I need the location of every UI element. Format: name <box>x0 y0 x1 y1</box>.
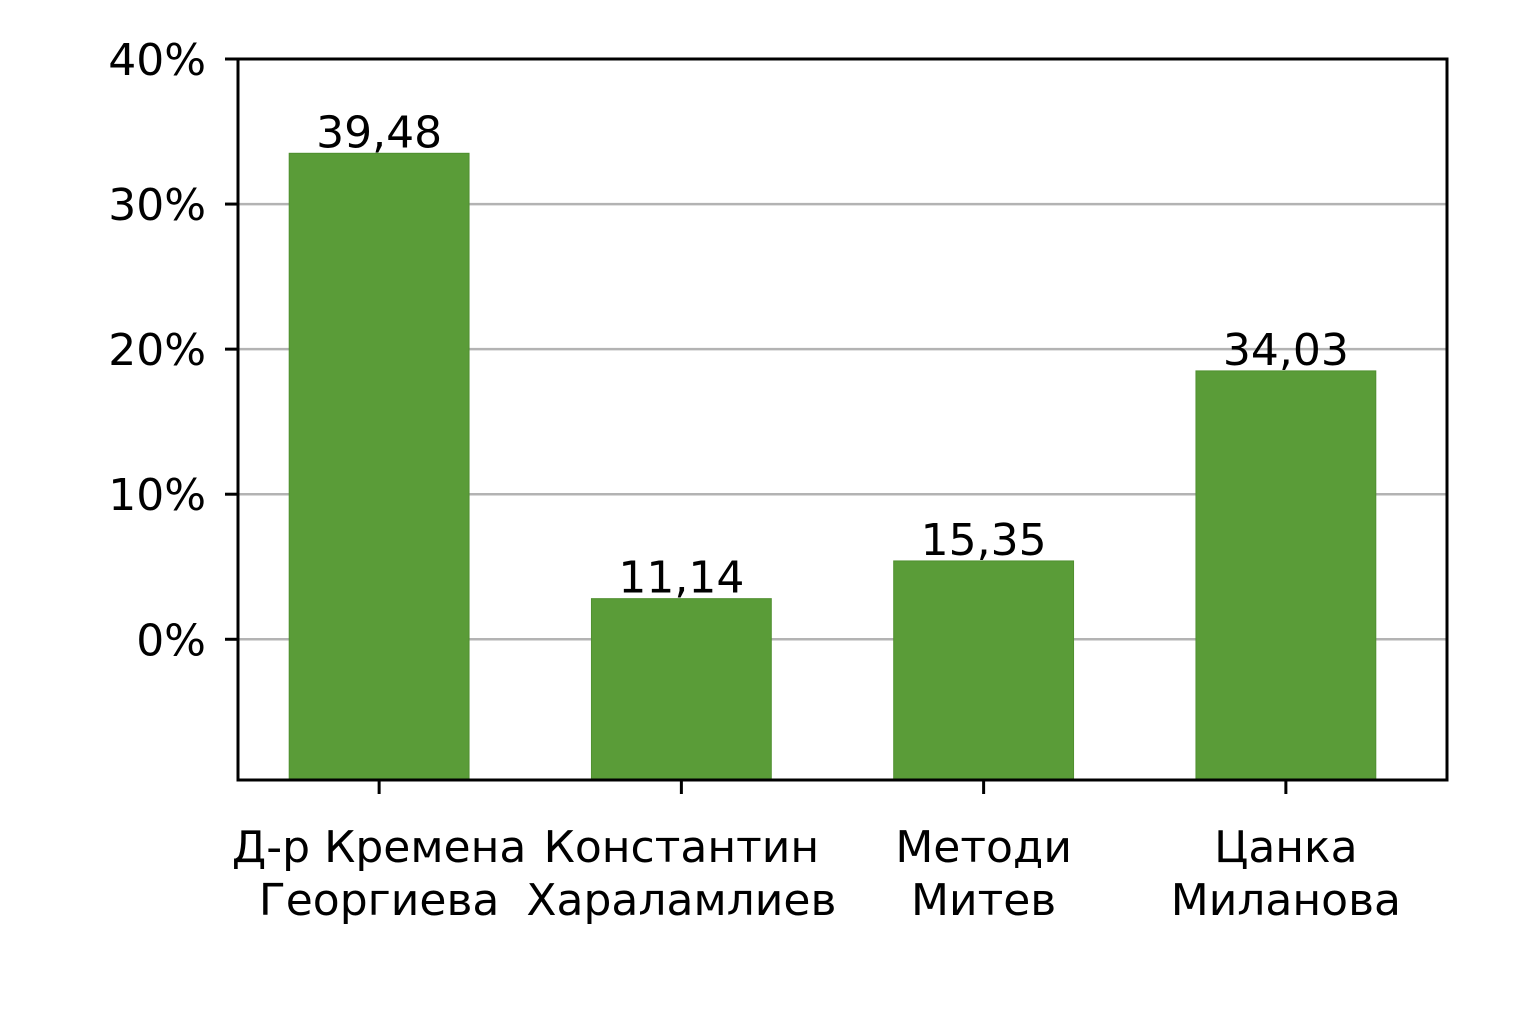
x-tick-label: Георгиева <box>259 875 499 926</box>
y-tick-label: 0% <box>136 615 206 666</box>
x-tick-label: Цанка <box>1214 822 1357 873</box>
data-labels: 39,48 11,14 15,35 34,03 <box>316 107 1349 603</box>
data-label: 11,14 <box>618 553 744 604</box>
bar <box>893 560 1075 781</box>
x-tick-label: Д-р Кремена <box>232 822 526 873</box>
y-tick-label: 20% <box>108 325 206 376</box>
bars <box>288 152 1377 781</box>
plot-frame <box>236 57 1449 782</box>
bar <box>590 598 772 781</box>
x-tick-label: Митев <box>911 875 1056 926</box>
bar <box>1195 370 1377 781</box>
x-tick-label: Методи <box>895 822 1072 873</box>
data-label: 15,35 <box>921 515 1047 566</box>
y-tick-label: 30% <box>108 180 206 231</box>
data-label: 39,48 <box>316 107 442 158</box>
bar <box>288 152 470 781</box>
y-axis-ticks: 0% 10% 20% 30% 40% <box>108 35 238 666</box>
y-tick-label: 10% <box>108 470 206 521</box>
y-tick-label: 40% <box>108 35 206 86</box>
data-label: 34,03 <box>1223 325 1349 376</box>
x-tick-label: Хараламлиев <box>526 875 836 926</box>
x-tick-label: Константин <box>544 822 819 873</box>
x-tick-label: Миланова <box>1171 875 1401 926</box>
